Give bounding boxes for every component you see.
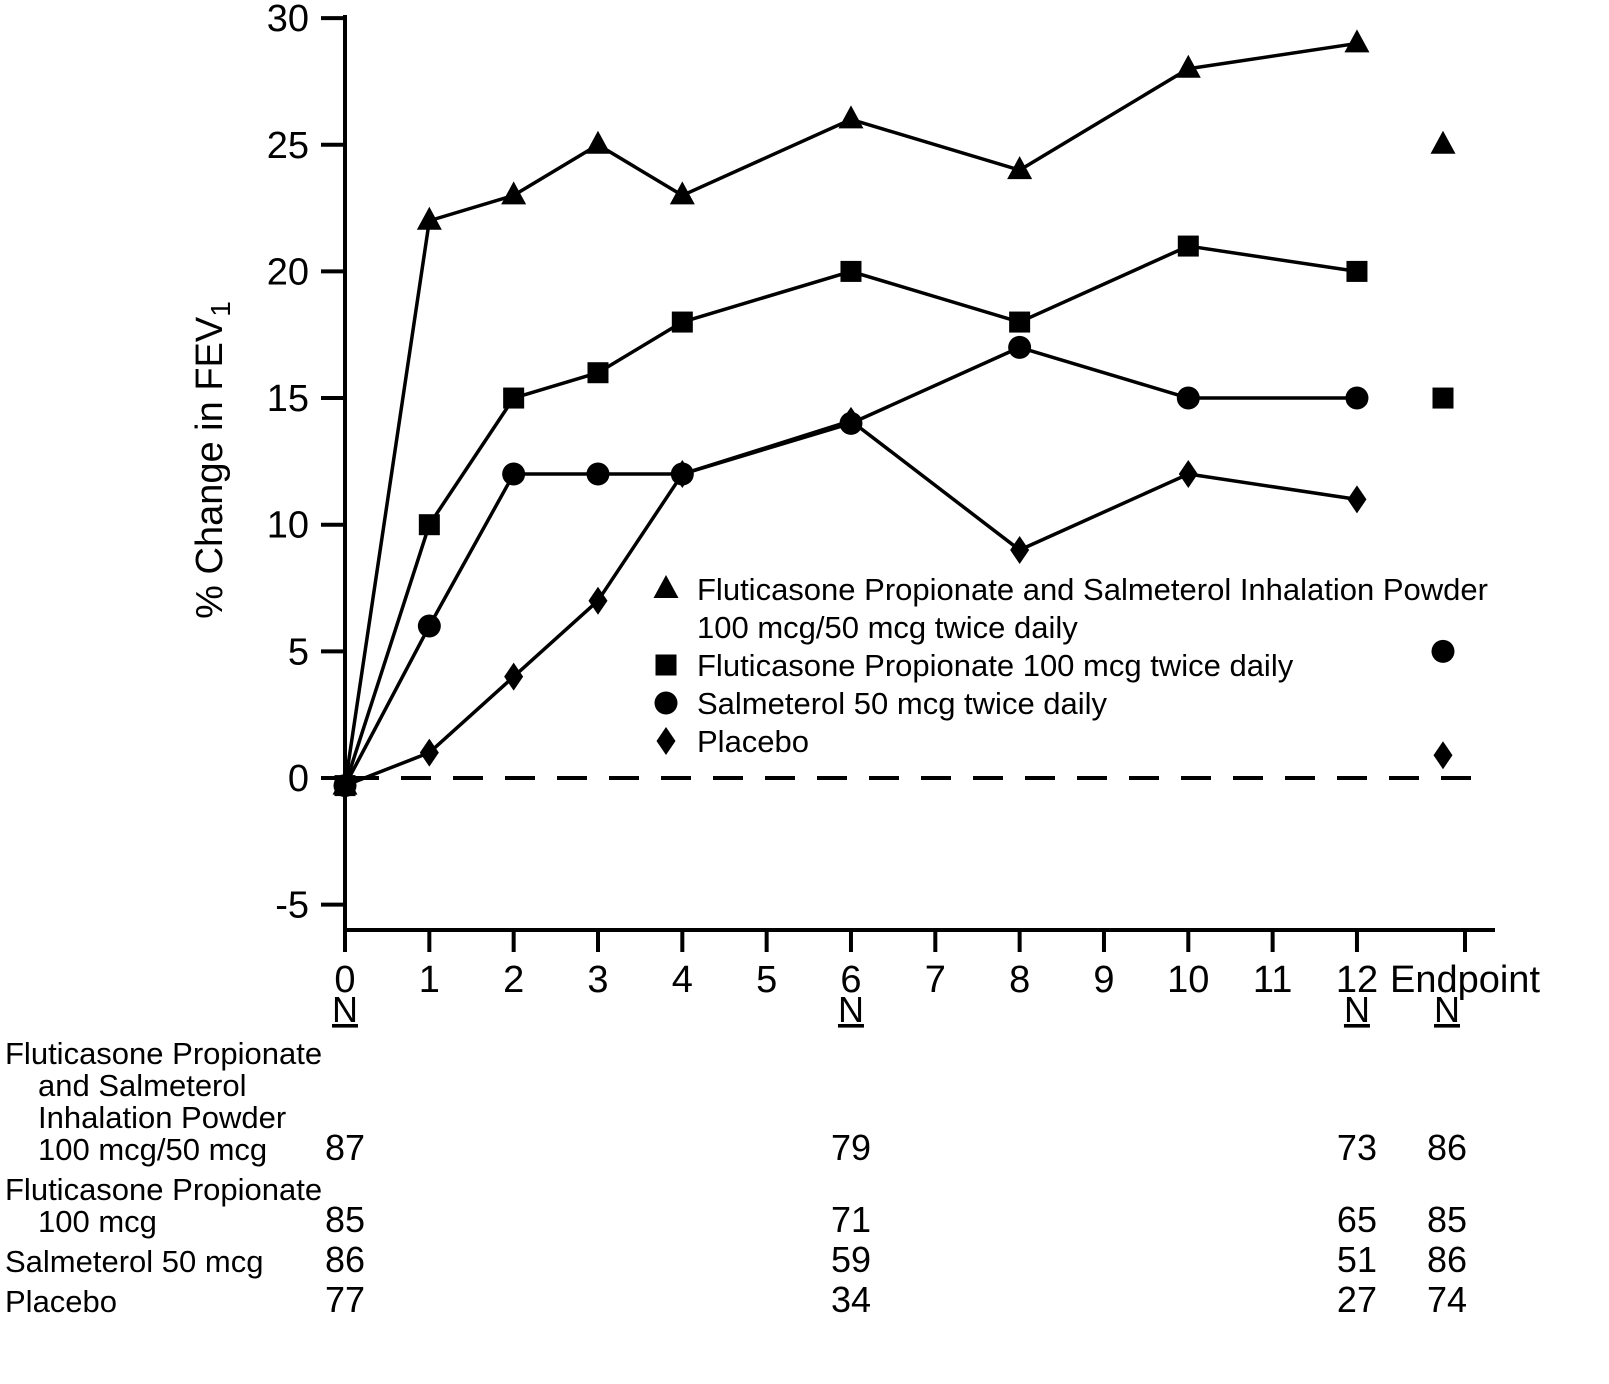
y-tick-label: 5	[288, 631, 309, 673]
n-row-value: 73	[1337, 1127, 1377, 1168]
n-row-value: 79	[831, 1127, 871, 1168]
n-column-header: N	[1434, 989, 1460, 1030]
x-tick-label: 1	[419, 959, 440, 1001]
n-row-label: 100 mcg/50 mcg	[38, 1132, 267, 1167]
series-point-circle	[586, 462, 610, 486]
series-point-diamond	[419, 738, 439, 767]
x-tick-label: 3	[587, 959, 608, 1001]
x-tick-label: 12	[1336, 959, 1378, 1001]
x-tick-label: 6	[840, 959, 861, 1001]
series-point-diamond	[335, 771, 355, 800]
endpoint-point-diamond	[1433, 741, 1453, 770]
n-row-value: 51	[1337, 1239, 1377, 1280]
legend-label: Salmeterol 50 mcg twice daily	[697, 686, 1108, 721]
y-tick-label: 25	[267, 125, 309, 167]
legend-label: Fluticasone Propionate 100 mcg twice dai…	[697, 648, 1294, 683]
x-tick-label: 8	[1009, 959, 1030, 1001]
n-row-value: 59	[831, 1239, 871, 1280]
n-row-label: 100 mcg	[38, 1204, 157, 1239]
y-tick-label: 0	[288, 758, 309, 800]
series-point-square	[671, 311, 693, 333]
series-point-circle	[1176, 386, 1200, 410]
legend-label: Fluticasone Propionate and Salmeterol In…	[697, 572, 1488, 607]
x-tick-label: 0	[334, 959, 355, 1001]
series-point-triangle	[1007, 156, 1033, 180]
legend-square-icon	[655, 654, 677, 676]
series-point-triangle	[501, 181, 527, 205]
y-tick-label: -5	[275, 885, 309, 927]
n-row-label: Fluticasone Propionate	[5, 1172, 322, 1207]
n-row-label: Inhalation Powder	[38, 1100, 286, 1135]
series-point-triangle	[669, 181, 695, 205]
endpoint-point-circle	[1431, 639, 1455, 663]
y-tick-label: 10	[267, 505, 309, 547]
series-point-diamond	[504, 662, 524, 691]
n-row-value: 34	[831, 1279, 871, 1320]
series-point-square	[1177, 235, 1199, 257]
n-row-value: 65	[1337, 1199, 1377, 1240]
x-tick-label: 10	[1167, 959, 1209, 1001]
legend-label: Placebo	[697, 724, 809, 759]
series-point-square	[840, 260, 862, 282]
n-row-value: 86	[325, 1239, 365, 1280]
n-row-value: 27	[1337, 1279, 1377, 1320]
series-point-circle	[1008, 335, 1032, 359]
series-point-triangle	[838, 105, 864, 129]
x-tick-label: 5	[756, 959, 777, 1001]
series-point-triangle	[1175, 54, 1201, 78]
endpoint-point-triangle	[1430, 130, 1456, 154]
y-tick-label: 20	[267, 251, 309, 293]
series-point-square	[587, 362, 609, 384]
y-axis-title: % Change in FEV1	[189, 301, 236, 619]
series-point-square	[1009, 311, 1031, 333]
x-tick-label: 7	[925, 959, 946, 1001]
legend-label: 100 mcg/50 mcg twice daily	[697, 610, 1078, 645]
x-tick-label: 11	[1253, 959, 1292, 1001]
series-point-circle	[417, 614, 441, 638]
legend-circle-icon	[654, 691, 678, 715]
series-point-square	[503, 387, 525, 409]
n-row-label: Placebo	[5, 1284, 117, 1319]
y-tick-label: 15	[267, 378, 309, 420]
series-point-triangle	[1344, 29, 1370, 53]
n-row-value: 86	[1427, 1127, 1467, 1168]
series-point-diamond	[1347, 485, 1367, 514]
n-column-header: N	[1344, 989, 1370, 1030]
series-point-square	[1346, 260, 1368, 282]
series-point-diamond	[672, 460, 692, 489]
n-row-label: Fluticasone Propionate	[5, 1036, 322, 1071]
n-column-header: N	[838, 989, 864, 1030]
series-point-diamond	[841, 406, 861, 435]
series-point-triangle	[585, 130, 611, 154]
series-point-square	[418, 514, 440, 536]
endpoint-point-square	[1432, 387, 1454, 409]
n-row-label: and Salmeterol	[38, 1068, 247, 1103]
n-column-header: N	[332, 989, 358, 1030]
series-point-circle	[502, 462, 526, 486]
n-row-value: 85	[325, 1199, 365, 1240]
n-row-value: 71	[831, 1199, 871, 1240]
n-row-value: 74	[1427, 1279, 1467, 1320]
x-tick-label: 9	[1093, 959, 1114, 1001]
legend-triangle-icon	[653, 575, 679, 598]
n-row-label: Salmeterol 50 mcg	[5, 1244, 263, 1279]
series-point-triangle	[416, 206, 442, 230]
n-row-value: 87	[325, 1127, 365, 1168]
series-point-diamond	[1178, 460, 1198, 489]
y-tick-label: 30	[267, 0, 309, 40]
n-row-value: 85	[1427, 1199, 1467, 1240]
n-row-value: 77	[325, 1279, 365, 1320]
n-row-value: 86	[1427, 1239, 1467, 1280]
series-point-circle	[1345, 386, 1369, 410]
legend-diamond-icon	[656, 727, 676, 755]
series-point-diamond	[588, 586, 608, 615]
x-tick-label: 2	[503, 959, 524, 1001]
x-tick-label: Endpoint	[1390, 959, 1540, 1001]
series-point-diamond	[1010, 536, 1030, 565]
x-tick-label: 4	[672, 959, 693, 1001]
